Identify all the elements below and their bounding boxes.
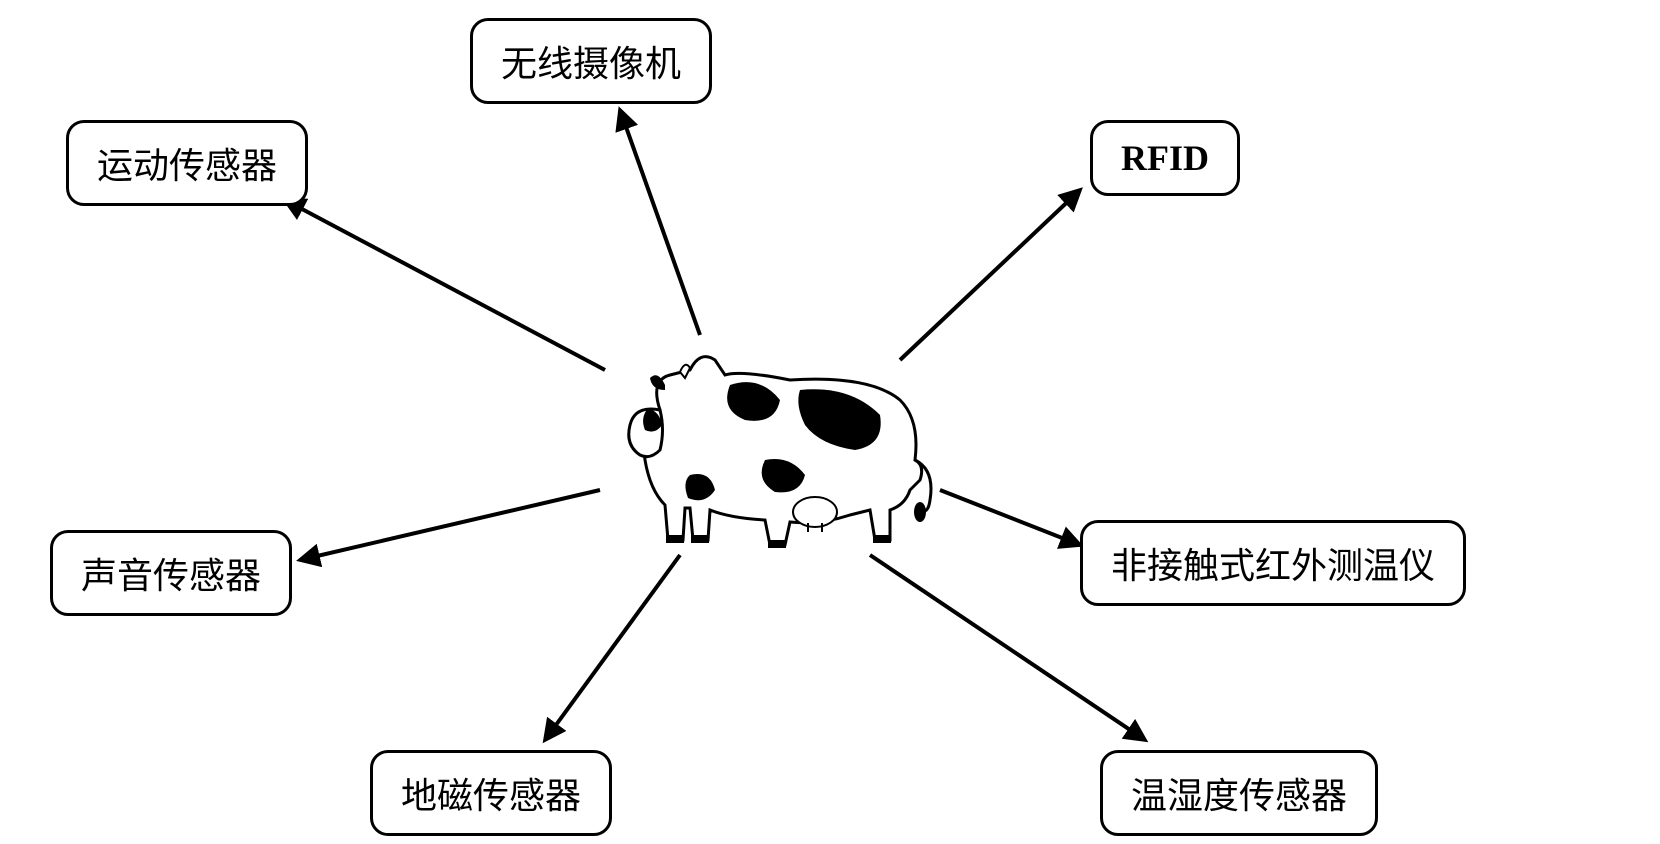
node-motion: 运动传感器 — [66, 120, 308, 206]
node-sound: 声音传感器 — [50, 530, 292, 616]
node-ir-temp: 非接触式红外测温仪 — [1080, 520, 1466, 606]
node-camera: 无线摄像机 — [470, 18, 712, 104]
node-rfid: RFID — [1090, 120, 1240, 196]
node-geomag: 地磁传感器 — [370, 750, 612, 836]
node-humidity: 温湿度传感器 — [1100, 750, 1378, 836]
cow-illustration — [590, 330, 970, 570]
